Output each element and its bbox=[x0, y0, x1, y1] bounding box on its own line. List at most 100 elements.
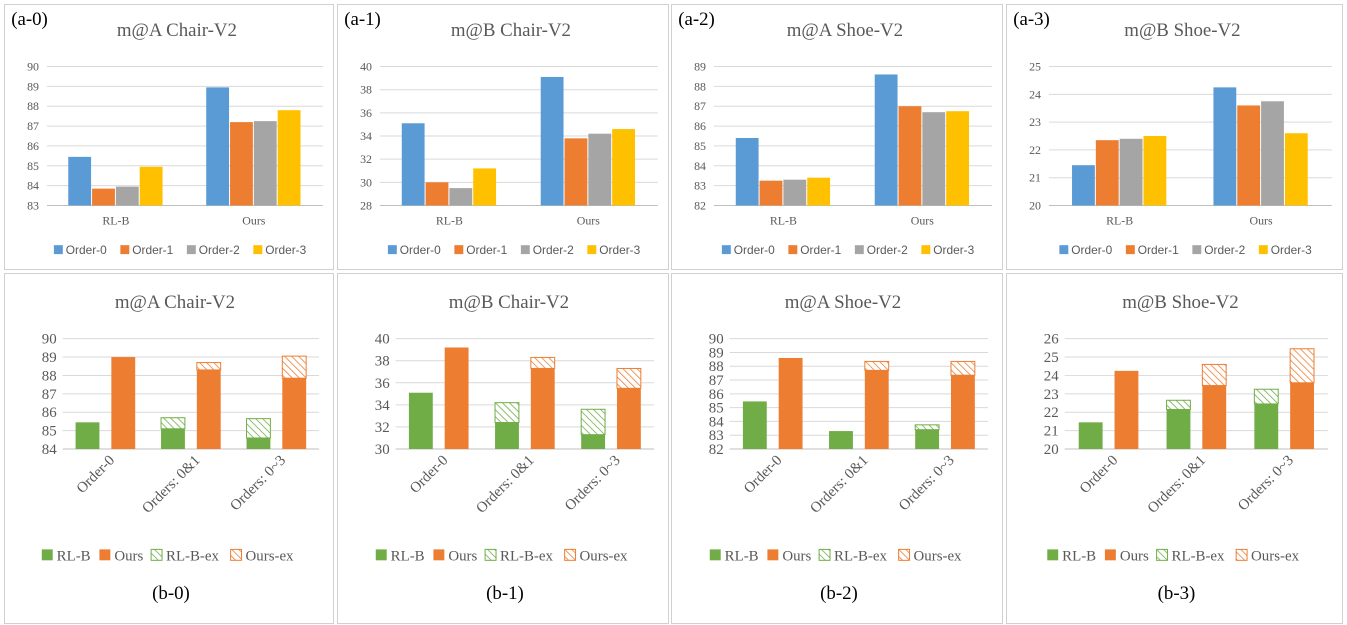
bar-order-2-rl-b bbox=[1119, 138, 1143, 206]
y-tick-label: 88 bbox=[709, 359, 724, 375]
y-tick-label: 86 bbox=[42, 405, 57, 421]
x-tick-label: Orders: 0~3 bbox=[227, 452, 289, 514]
bar-order-2-rl-b bbox=[783, 179, 807, 206]
bar-order-1-rl-b bbox=[425, 182, 449, 206]
bar-order-1-rl-b bbox=[1095, 140, 1119, 206]
x-tick-label: Order-0 bbox=[407, 452, 451, 496]
legend-label: Order-0 bbox=[400, 243, 441, 257]
y-tick-label: 82 bbox=[694, 198, 706, 212]
legend-swatch bbox=[1156, 548, 1169, 561]
y-tick-label: 38 bbox=[375, 354, 390, 370]
bar-rl-b-ex bbox=[1166, 399, 1191, 410]
y-tick-label: 88 bbox=[42, 368, 57, 384]
x-tick-label: Ours bbox=[242, 213, 265, 227]
y-tick-label: 89 bbox=[42, 350, 57, 366]
chart-panel-a-3: (a-3) m@B Shoe-V2 20 21 22 23 24 25 RL-B Ours Orde… bbox=[1006, 4, 1343, 270]
chart-svg: m@B Shoe-V2 20 21 22 23 24 25 26 Order-0 Orders: … bbox=[1044, 292, 1329, 604]
y-tick-label: 85 bbox=[694, 139, 706, 153]
legend-label: RL-B bbox=[391, 548, 425, 564]
y-tick-label: 87 bbox=[42, 387, 57, 403]
bar-ours bbox=[864, 370, 889, 449]
bar-ours-ex bbox=[1289, 348, 1315, 384]
bar-rl-b bbox=[1078, 422, 1103, 449]
bar-rl-b bbox=[915, 429, 940, 449]
bar-order-3-rl-b bbox=[473, 168, 497, 206]
x-tick-label: Orders: 0&1 bbox=[139, 452, 203, 516]
bar-rl-b bbox=[581, 434, 606, 449]
bar-order-1-rl-b bbox=[92, 188, 115, 206]
y-tick-label: 90 bbox=[709, 332, 724, 348]
chart-title: m@B Chair-V2 bbox=[451, 20, 571, 41]
bar-order-2-rl-b bbox=[449, 188, 473, 206]
y-tick-label: 30 bbox=[360, 175, 372, 189]
legend-label: RL-B-ex bbox=[166, 548, 219, 564]
y-tick-label: 87 bbox=[27, 119, 39, 133]
y-tick-label: 88 bbox=[27, 99, 39, 113]
y-tick-label: 86 bbox=[709, 387, 724, 403]
y-tick-label: 90 bbox=[27, 60, 39, 74]
y-tick-label: 83 bbox=[694, 179, 706, 193]
bar-order-2-ours bbox=[253, 121, 277, 206]
bar-order-3-ours bbox=[946, 111, 969, 206]
bar-ours bbox=[616, 388, 641, 449]
legend-label: Order-2 bbox=[533, 243, 574, 257]
y-tick-label: 83 bbox=[709, 428, 724, 444]
legend-swatch bbox=[564, 548, 577, 561]
legend-swatch bbox=[1125, 245, 1135, 255]
legend-swatch bbox=[186, 245, 196, 255]
y-tick-label: 22 bbox=[1044, 405, 1059, 421]
panel-label: (b-0) bbox=[152, 583, 190, 604]
chart-panel-a-0: (a-0) m@A Chair-V2 83 84 85 86 87 88 89 90 RL-B Our… bbox=[4, 4, 334, 270]
y-tick-label: 83 bbox=[27, 198, 39, 212]
legend-swatch bbox=[41, 549, 53, 561]
bar-ours-ex bbox=[1201, 363, 1227, 387]
x-tick-label: Orders: 0&1 bbox=[1145, 452, 1209, 516]
bar-order-3-ours bbox=[612, 129, 635, 206]
chart-panel-b-2: m@A Shoe-V2 82 83 84 85 86 87 88 89 90 Order-0 Orde… bbox=[671, 273, 1003, 624]
x-tick-label: Orders: 0&1 bbox=[473, 452, 537, 516]
chart-title: m@A Shoe-V2 bbox=[787, 20, 903, 41]
bar-rl-b bbox=[408, 392, 433, 449]
bar-ours-ex bbox=[950, 360, 976, 376]
legend-swatch bbox=[484, 548, 497, 561]
legend-label: Ours bbox=[114, 548, 143, 564]
chart-svg: (a-2) m@A Shoe-V2 82 83 84 85 86 87 88 89 RL-B Ours… bbox=[678, 9, 992, 257]
legend-label: RL-B-ex bbox=[1172, 548, 1226, 564]
panel-label: (a-1) bbox=[344, 9, 381, 30]
legend-swatch bbox=[1104, 549, 1116, 561]
legend-label: Order-0 bbox=[66, 243, 107, 257]
bar-order-3-ours bbox=[1284, 133, 1308, 206]
y-tick-label: 40 bbox=[375, 332, 390, 348]
y-tick-label: 36 bbox=[375, 376, 390, 392]
bar-rl-b-ex bbox=[246, 418, 271, 439]
legend-label: Ours-ex bbox=[1251, 548, 1300, 564]
legend-label: Ours bbox=[448, 548, 477, 564]
chart-svg: (a-0) m@A Chair-V2 83 84 85 86 87 88 89 90 RL-B Our… bbox=[11, 9, 323, 257]
legend-label: RL-B bbox=[57, 548, 91, 564]
bar-rl-b-ex bbox=[160, 417, 186, 430]
bar-rl-b-ex bbox=[580, 408, 606, 436]
legend-swatch bbox=[921, 245, 931, 255]
legend-swatch bbox=[433, 549, 445, 561]
legend-swatch bbox=[1047, 549, 1059, 561]
y-tick-label: 28 bbox=[360, 198, 372, 212]
bar-order-1-ours bbox=[1237, 105, 1261, 206]
y-tick-label: 85 bbox=[709, 401, 724, 417]
legend-label: RL-B bbox=[725, 548, 759, 564]
x-tick-label: RL-B bbox=[1106, 213, 1133, 227]
bar-rl-b bbox=[829, 431, 853, 449]
y-tick-label: 24 bbox=[1044, 368, 1059, 384]
bar-ours bbox=[282, 378, 307, 449]
x-tick-label: Orders: 0~3 bbox=[1235, 452, 1297, 514]
legend-label: Order-2 bbox=[867, 243, 908, 257]
bar-ours bbox=[778, 357, 803, 449]
legend-label: Order-1 bbox=[1138, 243, 1179, 257]
y-tick-label: 84 bbox=[694, 159, 706, 173]
legend-label: Order-0 bbox=[734, 243, 775, 257]
x-tick-label: Order-0 bbox=[1077, 452, 1121, 496]
legend-swatch bbox=[709, 549, 721, 561]
bar-rl-b bbox=[1254, 403, 1279, 449]
bar-ours bbox=[111, 357, 136, 449]
y-tick-label: 38 bbox=[360, 83, 372, 97]
